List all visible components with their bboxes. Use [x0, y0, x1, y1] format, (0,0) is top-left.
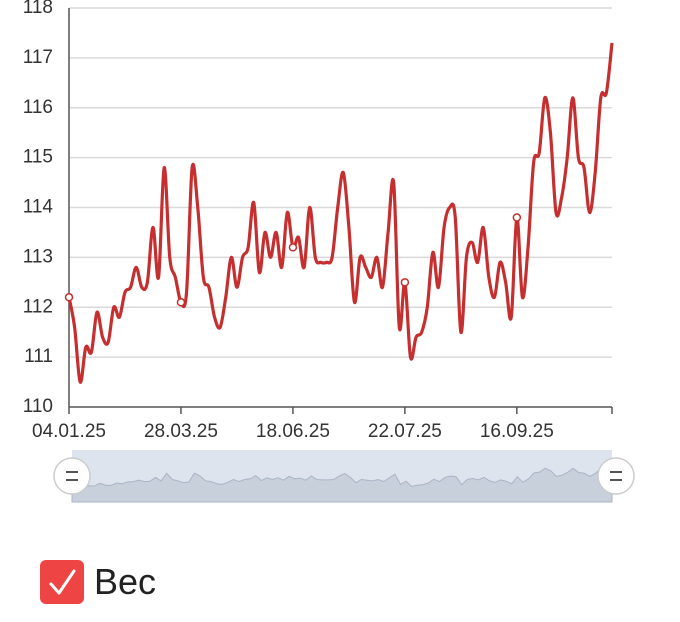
series-line	[67, 42, 614, 384]
y-tick-label: 110	[23, 396, 53, 417]
x-tick-label: 16.09.25	[480, 421, 554, 442]
point-marker	[400, 278, 410, 287]
point-marker	[64, 293, 74, 302]
y-tick-label: 114	[23, 197, 54, 218]
y-tick-label: 111	[24, 346, 53, 367]
legend-label: Вес	[94, 561, 157, 602]
y-tick-label: 112	[23, 296, 53, 317]
point-marker	[176, 298, 186, 307]
x-tick-label: 22.07.25	[368, 421, 442, 442]
y-tick-label: 117	[23, 47, 53, 68]
point-marker	[512, 213, 522, 222]
zoom-handle-right[interactable]	[597, 457, 635, 495]
zoom-handle-left[interactable]	[53, 457, 91, 495]
legend-checkbox[interactable]	[40, 560, 84, 604]
legend-item[interactable]: Вес	[40, 560, 156, 604]
x-tick-label: 18.06.25	[256, 421, 330, 442]
y-tick-label: 116	[23, 97, 53, 118]
y-tick-label: 115	[23, 147, 53, 168]
zoom-preview	[71, 463, 613, 503]
x-tick-label: 04.01.25	[32, 421, 106, 442]
y-tick-label: 118	[23, 0, 53, 18]
chart: 110 111 112 113 114 115 116 117 118 04.01.25 28.03…	[23, 0, 635, 503]
point-marker	[288, 243, 298, 252]
check-icon	[49, 569, 76, 595]
y-tick-label: 113	[23, 246, 53, 267]
x-tick-label: 28.03.25	[144, 421, 218, 442]
